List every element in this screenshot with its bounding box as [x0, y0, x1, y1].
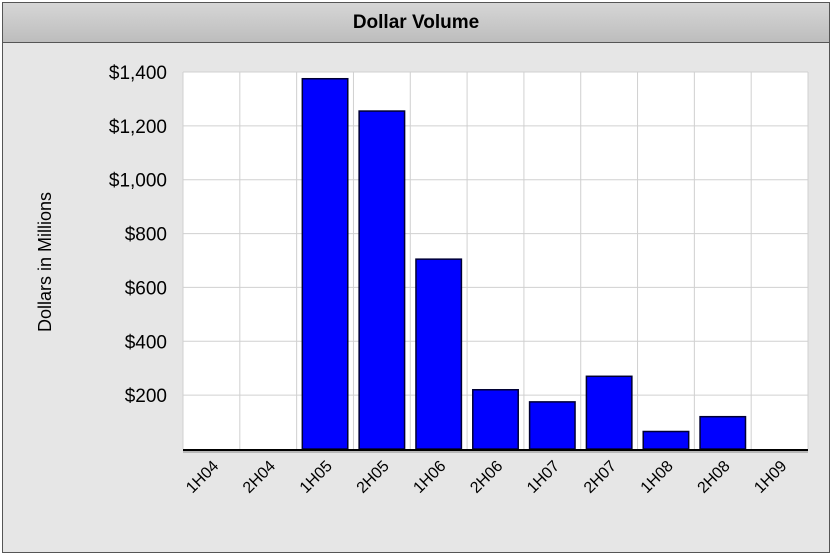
x-tick-label: 1H07	[524, 458, 563, 497]
x-tick-label: 1H06	[410, 458, 449, 497]
bar	[585, 375, 633, 450]
x-tick-label: 1H05	[297, 458, 336, 497]
y-axis-label: Dollars in Millions	[35, 192, 55, 332]
chart-title: Dollar Volume	[352, 11, 480, 33]
bar	[472, 389, 519, 450]
x-tick-label: 2H08	[695, 458, 734, 497]
y-tick-label: $1,400	[109, 63, 167, 84]
y-tick-label: $1,200	[109, 117, 167, 138]
bar	[358, 110, 406, 450]
y-tick-label: $200	[125, 386, 167, 407]
y-tick-label: $600	[125, 278, 167, 299]
x-tick-label: 2H07	[581, 458, 620, 497]
bar	[301, 77, 349, 450]
bar	[699, 415, 747, 450]
x-tick-label: 2H06	[467, 458, 506, 497]
x-tick-label: 1H04	[183, 458, 222, 497]
x-tick-label: 1H08	[638, 458, 677, 497]
x-tick-label: 1H09	[751, 458, 790, 497]
bar	[642, 430, 690, 450]
bar	[528, 401, 576, 450]
x-tick-label: 2H05	[354, 458, 393, 497]
plot-area	[183, 72, 808, 449]
x-tick-label: 2H04	[240, 458, 279, 497]
bar	[415, 258, 463, 450]
y-tick-label: $400	[125, 332, 167, 353]
chart-title-bar: Dollar Volume	[3, 3, 829, 43]
y-tick-label: $800	[125, 225, 167, 246]
y-tick-label: $1,000	[109, 171, 167, 192]
